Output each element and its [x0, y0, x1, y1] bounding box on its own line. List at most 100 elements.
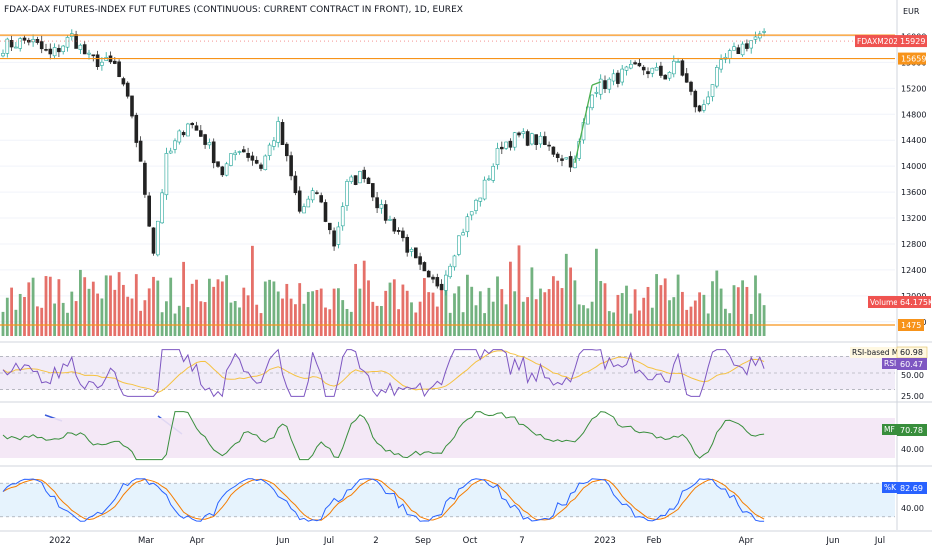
- volume-bar: [526, 297, 529, 336]
- candle-body: [654, 67, 659, 71]
- volume-bar: [724, 308, 727, 336]
- volume-bar: [577, 304, 581, 336]
- volume-label-bg: [868, 296, 897, 308]
- trend-line: [591, 81, 601, 86]
- volume-bar: [487, 287, 491, 336]
- volume-bar: [341, 300, 345, 336]
- series-name-bg: [855, 35, 897, 48]
- time-tick-label: Jul: [874, 536, 885, 546]
- rsi-tick-label: 50.00: [901, 371, 924, 380]
- volume-bar: [397, 309, 400, 336]
- volume-bar: [177, 305, 181, 336]
- volume-bar: [491, 301, 495, 336]
- price-tick-label: 14400: [901, 136, 926, 145]
- candle-body: [194, 125, 199, 131]
- volume-bar: [190, 283, 194, 336]
- candle-body: [353, 175, 358, 185]
- time-tick-label: 2: [373, 536, 378, 546]
- volume-bar: [100, 298, 104, 336]
- candle-body: [87, 52, 91, 55]
- candle-body: [542, 136, 547, 145]
- candle-body: [297, 190, 302, 212]
- rsi-value-badge-bg: [897, 358, 927, 370]
- candle-body: [530, 133, 534, 145]
- candle-body: [710, 84, 715, 97]
- volume-bar: [663, 278, 667, 336]
- volume-bar: [543, 292, 547, 336]
- mf-value-badge: 70.78: [900, 426, 923, 435]
- volume-bar: [736, 287, 740, 336]
- candle-body: [254, 159, 259, 164]
- candle-body: [469, 211, 474, 216]
- volume-bar: [216, 279, 220, 336]
- candle-body: [388, 219, 392, 221]
- volume-bar: [186, 307, 190, 336]
- volume-bar: [91, 281, 95, 336]
- volume-bar: [603, 283, 607, 336]
- time-tick-label: Apr: [739, 536, 754, 546]
- candle-body: [143, 162, 147, 195]
- candle-body: [689, 81, 693, 92]
- candle-body: [547, 144, 551, 147]
- candle-body: [250, 155, 255, 161]
- volume-bar: [294, 304, 297, 336]
- candle-body: [736, 47, 741, 55]
- stoch-tick-label: 40.00: [901, 504, 924, 513]
- volume-bar: [474, 305, 478, 336]
- volume-bar: [423, 278, 426, 336]
- candle-body: [590, 94, 594, 109]
- candle-body: [31, 39, 35, 43]
- mf-band: [0, 418, 895, 458]
- candle-body: [405, 236, 410, 253]
- candle-body: [186, 123, 190, 137]
- volume-bar: [478, 291, 482, 336]
- volume-bar: [418, 301, 422, 336]
- stoch-value-badge: 82.69: [900, 484, 923, 493]
- candle-body: [633, 62, 637, 65]
- candle-body: [332, 230, 336, 247]
- volume-bar: [109, 275, 112, 336]
- mf-tick-label: 40.00: [901, 445, 924, 454]
- mf-value-badge-bg: [897, 424, 927, 436]
- volume-bar: [255, 304, 259, 336]
- candle-body: [336, 226, 341, 245]
- volume-bar: [668, 300, 671, 336]
- candle-body: [396, 230, 401, 232]
- candle-body: [495, 148, 500, 166]
- chart-title: FDAX-DAX FUTURES-INDEX FUT FUTURES (CONT…: [4, 5, 463, 15]
- candle-body: [147, 195, 151, 227]
- volume-bar: [616, 294, 620, 336]
- volume-bar: [147, 288, 151, 336]
- volume-bar: [685, 309, 689, 336]
- rsi-line: [2, 348, 765, 398]
- rsi-ma-line: [2, 350, 765, 394]
- candle-body: [444, 274, 448, 291]
- candle-body: [727, 50, 732, 59]
- volume-bar: [534, 299, 538, 336]
- candle-body: [207, 142, 212, 146]
- candle-body: [375, 197, 379, 209]
- volume-bar: [754, 275, 757, 336]
- volume-bar: [719, 288, 723, 336]
- price-tick-label: 14000: [901, 162, 926, 171]
- rsi-label-bg: [882, 358, 897, 369]
- candle-body: [362, 169, 367, 179]
- candle-body: [714, 67, 719, 87]
- volume-bar: [152, 276, 155, 336]
- candle-body: [628, 63, 633, 69]
- candle-body: [57, 47, 61, 53]
- candle-body: [594, 91, 599, 94]
- candle-body: [740, 43, 745, 56]
- candle-body: [190, 123, 194, 126]
- candle-body: [35, 39, 40, 43]
- candle-body: [340, 206, 345, 227]
- volume-bar: [199, 301, 203, 336]
- time-tick-label: 2023: [594, 536, 616, 546]
- time-tick-label: Oct: [463, 536, 478, 546]
- volume-bar: [625, 285, 628, 336]
- rsi-ma-value: 60.98: [900, 348, 923, 357]
- candle-body: [487, 178, 491, 181]
- volume-bar: [23, 297, 26, 336]
- volume-bar: [405, 290, 409, 336]
